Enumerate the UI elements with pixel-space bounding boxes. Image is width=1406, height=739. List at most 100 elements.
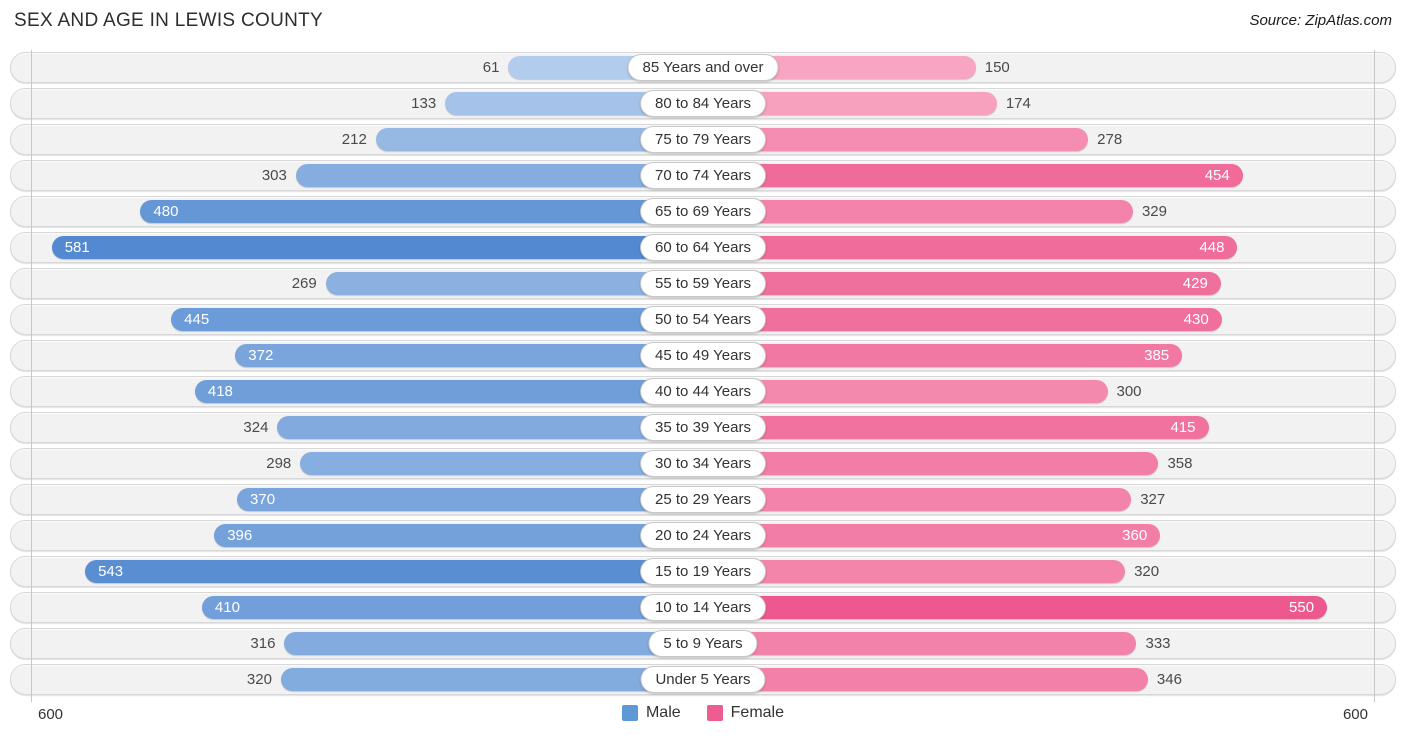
female-value-label: 329	[1141, 203, 1167, 220]
female-value-label: 448	[1199, 239, 1225, 256]
male-bar	[375, 128, 707, 151]
age-group-label: 40 to 44 Years	[640, 378, 766, 405]
male-value-label: 480	[153, 203, 179, 220]
male-value-label: 410	[214, 599, 240, 616]
female-value-label: 327	[1140, 491, 1166, 508]
age-group-label: 30 to 34 Years	[640, 450, 766, 477]
male-bar: 396	[214, 524, 707, 547]
legend-item-female: Female	[706, 704, 784, 722]
pyramid-row: 372 385 45 to 49 Years	[10, 340, 1396, 371]
pyramid-row: 410 550 10 to 14 Years	[10, 592, 1396, 623]
age-group-label: 35 to 39 Years	[640, 414, 766, 441]
chart-header: SEX AND AGE IN LEWIS COUNTY Source: ZipA…	[0, 0, 1406, 46]
male-value-label: 316	[250, 635, 276, 652]
age-group-label: 25 to 29 Years	[640, 486, 766, 513]
pyramid-row: 370 327 25 to 29 Years	[10, 484, 1396, 515]
age-group-label: 15 to 19 Years	[640, 558, 766, 585]
age-group-label: 55 to 59 Years	[640, 270, 766, 297]
gridline-right-600	[1374, 50, 1375, 702]
female-bar	[699, 632, 1137, 655]
female-value-label: 300	[1116, 383, 1142, 400]
male-bar: 372	[235, 344, 707, 367]
male-bar: 581	[51, 236, 707, 259]
male-swatch-icon	[621, 705, 638, 721]
legend-male-label: Male	[645, 704, 681, 721]
male-bar: 445	[171, 308, 707, 331]
female-value-label: 150	[984, 59, 1010, 76]
pyramid-row: 269 429 55 to 59 Years	[10, 268, 1396, 299]
pyramid-row: 396 360 20 to 24 Years	[10, 520, 1396, 551]
male-bar: 370	[237, 488, 707, 511]
legend: Male Female	[10, 704, 1396, 722]
male-value-label: 324	[243, 419, 269, 436]
pyramid-row: 445 430 50 to 54 Years	[10, 304, 1396, 335]
age-group-label: 75 to 79 Years	[640, 126, 766, 153]
age-group-label: 70 to 74 Years	[640, 162, 766, 189]
male-bar: 480	[140, 200, 707, 223]
pyramid-row: 543 320 15 to 19 Years	[10, 556, 1396, 587]
source-attribution: Source: ZipAtlas.com	[1249, 12, 1392, 29]
male-bar	[284, 632, 707, 655]
pyramid-row: 418 300 40 to 44 Years	[10, 376, 1396, 407]
female-value-label: 454	[1204, 167, 1230, 184]
female-value-label: 430	[1183, 311, 1209, 328]
female-value-label: 278	[1097, 131, 1123, 148]
female-bar: 448	[699, 236, 1238, 259]
female-bar	[699, 380, 1108, 403]
male-bar	[295, 164, 707, 187]
female-bar: 415	[699, 416, 1209, 439]
page-title: SEX AND AGE IN LEWIS COUNTY	[14, 10, 324, 31]
male-value-label: 320	[246, 671, 272, 688]
male-value-label: 133	[411, 95, 437, 112]
female-value-label: 429	[1182, 275, 1208, 292]
female-bar	[699, 452, 1159, 475]
female-value-label: 358	[1167, 455, 1193, 472]
male-bar	[300, 452, 707, 475]
pyramid-chart: 61 150 85 Years and over 133 174 80 to 84 Yea…	[10, 50, 1396, 702]
age-group-label: 80 to 84 Years	[640, 90, 766, 117]
pyramid-row: 316 333 5 to 9 Years	[10, 628, 1396, 659]
gridline-left-600	[31, 50, 32, 702]
age-group-label: 65 to 69 Years	[640, 198, 766, 225]
female-value-label: 174	[1005, 95, 1031, 112]
age-group-label: Under 5 Years	[640, 666, 766, 693]
legend-item-male: Male	[621, 704, 681, 722]
male-bar	[277, 416, 707, 439]
female-value-label: 415	[1170, 419, 1196, 436]
female-bar: 385	[699, 344, 1183, 367]
female-bar: 429	[699, 272, 1221, 295]
male-value-label: 418	[207, 383, 233, 400]
female-bar: 430	[699, 308, 1222, 331]
age-group-label: 60 to 64 Years	[640, 234, 766, 261]
female-bar: 360	[699, 524, 1161, 547]
male-bar	[325, 272, 707, 295]
pyramid-row: 480 329 65 to 69 Years	[10, 196, 1396, 227]
pyramid-row: 212 278 75 to 79 Years	[10, 124, 1396, 155]
female-value-label: 346	[1156, 671, 1182, 688]
pyramid-row: 324 415 35 to 39 Years	[10, 412, 1396, 443]
female-bar: 550	[699, 596, 1328, 619]
male-value-label: 303	[261, 167, 287, 184]
axis-max-left: 600	[38, 706, 64, 723]
male-bar: 418	[194, 380, 707, 403]
female-bar	[699, 92, 997, 115]
age-group-label: 45 to 49 Years	[640, 342, 766, 369]
male-value-label: 298	[266, 455, 292, 472]
axis-max-right: 600	[1342, 706, 1368, 723]
male-value-label: 269	[291, 275, 317, 292]
male-value-label: 61	[482, 59, 500, 76]
pyramid-row: 303 454 70 to 74 Years	[10, 160, 1396, 191]
age-group-label: 85 Years and over	[627, 54, 779, 81]
age-group-label: 5 to 9 Years	[648, 630, 758, 657]
chart-footer: 600 Male Female 600	[10, 703, 1396, 727]
female-bar	[699, 488, 1132, 511]
pyramid-row: 320 346 Under 5 Years	[10, 664, 1396, 695]
male-bar: 543	[85, 560, 707, 583]
male-bar: 410	[201, 596, 707, 619]
female-bar	[699, 560, 1126, 583]
male-bar	[280, 668, 707, 691]
age-group-label: 50 to 54 Years	[640, 306, 766, 333]
female-value-label: 385	[1144, 347, 1170, 364]
male-value-label: 445	[184, 311, 210, 328]
female-bar	[699, 200, 1133, 223]
